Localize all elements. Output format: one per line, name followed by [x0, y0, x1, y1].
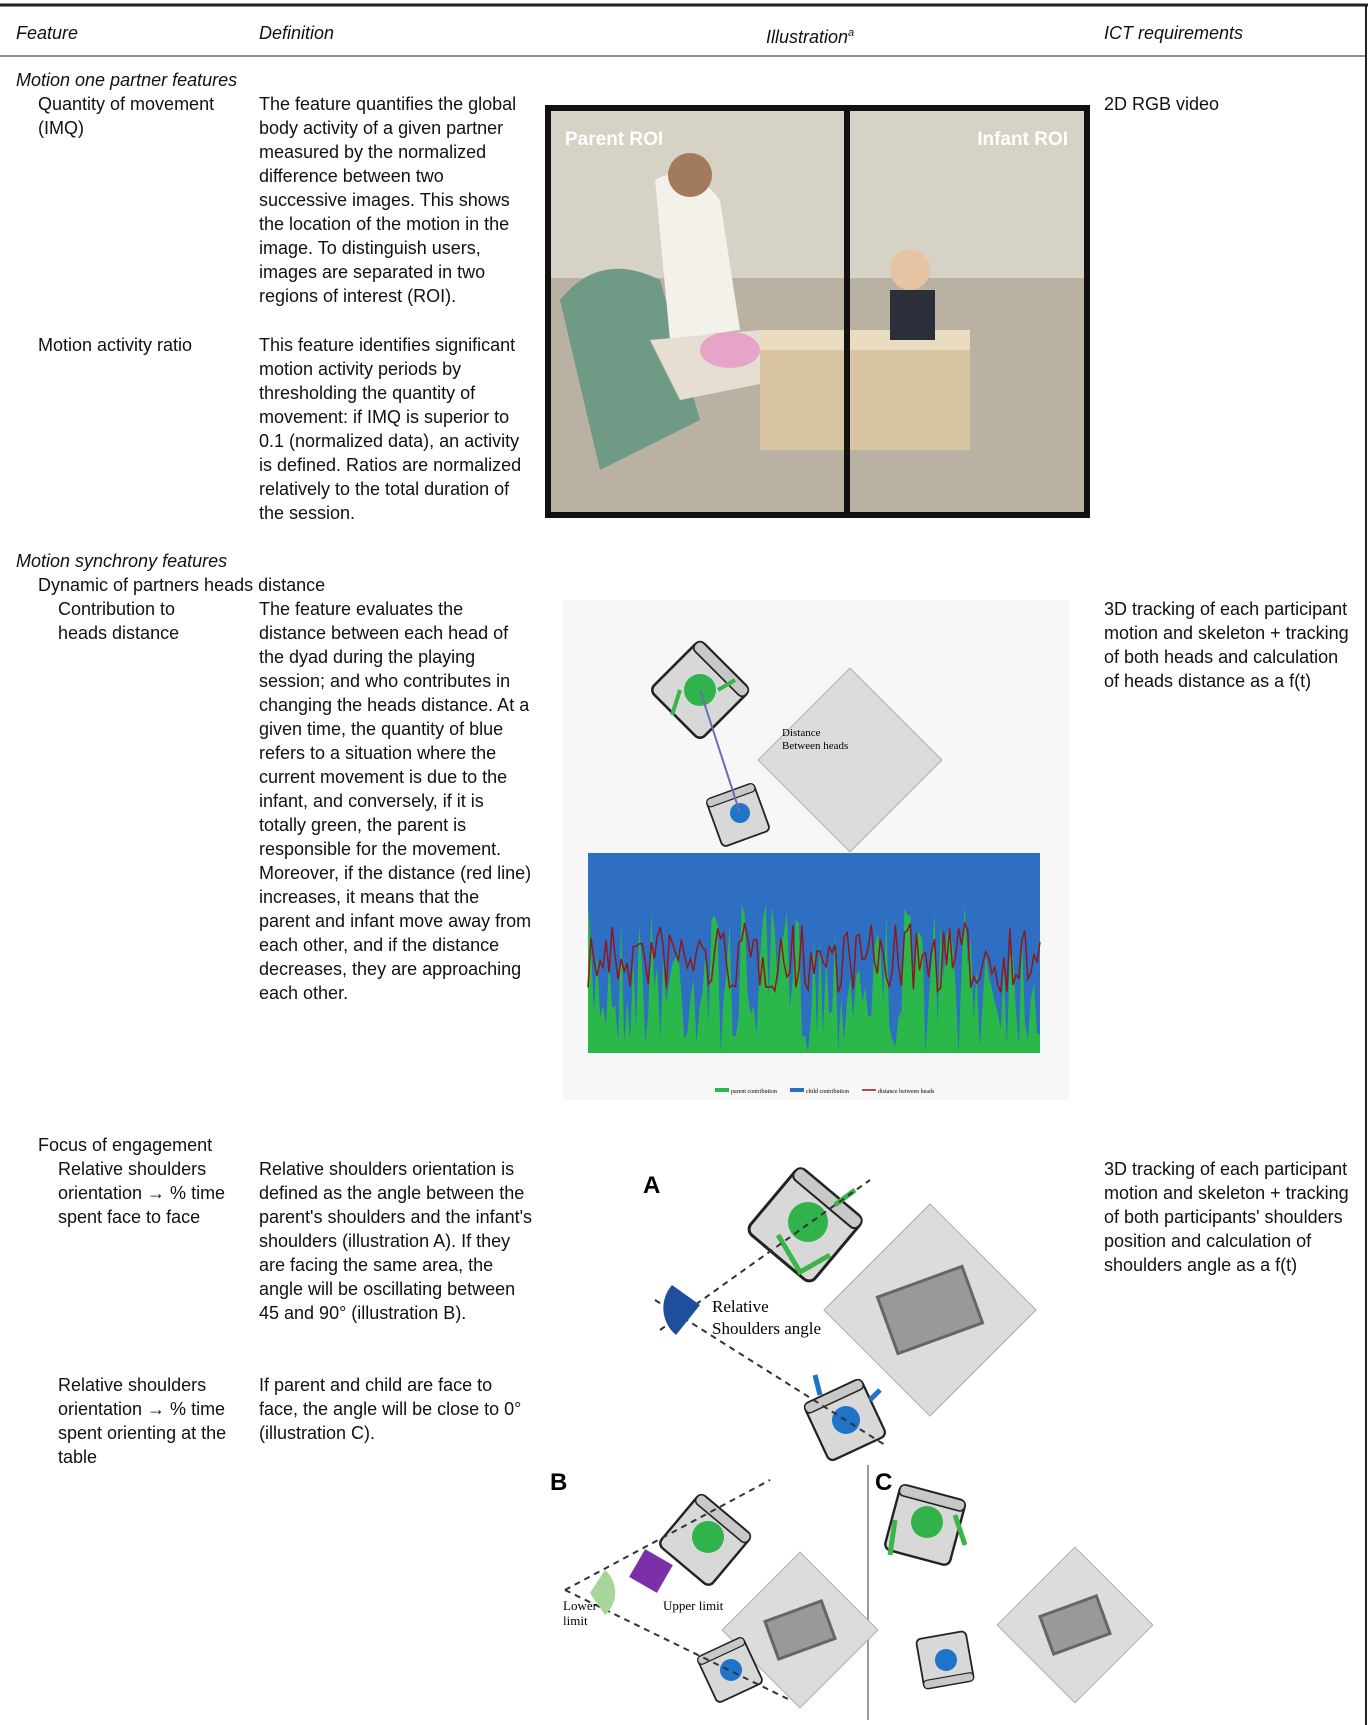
panel-label: C [875, 1469, 892, 1496]
roi-label: Parent ROI [565, 129, 663, 150]
definition-cell: If parent and child are face to face, th… [259, 1375, 522, 1443]
header-cell: Illustrationa [766, 21, 854, 49]
panel-label: B [550, 1469, 567, 1496]
definition-cell: This feature identifies significant moti… [259, 335, 522, 523]
header-text: Illustration [766, 27, 849, 47]
subsection-title: Dynamic of partners heads distance [38, 575, 326, 595]
subsection-title: Focus of engagement [38, 1135, 213, 1155]
diagram-label: Relative [712, 1297, 769, 1316]
definition-cell: The feature evaluates the distance betwe… [259, 599, 532, 1003]
section-title: Motion synchrony features [16, 551, 228, 571]
header-cell: Feature [16, 23, 79, 43]
diagram-label: Distance [782, 727, 821, 739]
ict-cell: 3D tracking of each participant motion a… [1104, 1159, 1349, 1275]
header-cell: ICT requirements [1104, 23, 1244, 43]
legend-label: child contribution [806, 1089, 849, 1095]
feature-cell: Motion activity ratio [38, 335, 193, 355]
legend-label: distance between heads [878, 1089, 935, 1095]
footnote-mark: a [848, 27, 855, 39]
section-title: Motion one partner features [16, 70, 238, 90]
roi-photo: Parent ROI Infant ROI [545, 105, 1090, 518]
heads-diagram: Distance Between heads parent contributi… [563, 600, 1069, 1100]
roi-label: Infant ROI [977, 129, 1068, 150]
diagram-label: limit [563, 1613, 588, 1628]
ict-cell: 2D RGB video [1104, 94, 1220, 114]
feature-cell: Relative shoulders orientation → % time … [58, 1375, 227, 1467]
feature-cell: Quantity of movement (IMQ) [38, 94, 215, 138]
legend-label: parent contribution [731, 1089, 777, 1095]
feature-cell: Relative shoulders orientation → % time … [58, 1159, 226, 1227]
ict-cell: 3D tracking of each participant motion a… [1104, 599, 1349, 691]
shoulders-diagram-bc: B C Lower limit Upper limit [550, 1465, 1154, 1720]
diagram-label: Lower [563, 1598, 598, 1613]
definition-cell: Relative shoulders orientation is define… [259, 1159, 533, 1323]
shoulders-diagram-a: A Relative Shoulders angle [643, 1164, 1037, 1463]
header-cell: Definition [259, 23, 335, 43]
diagram-label: Between heads [782, 740, 848, 752]
diagram-label: Upper limit [663, 1598, 724, 1613]
diagram-label: Shoulders angle [712, 1319, 821, 1338]
definition-cell: The feature quantifies the global body a… [259, 94, 517, 306]
panel-label: A [643, 1172, 660, 1199]
feature-cell: Contribution to heads distance [58, 599, 180, 643]
